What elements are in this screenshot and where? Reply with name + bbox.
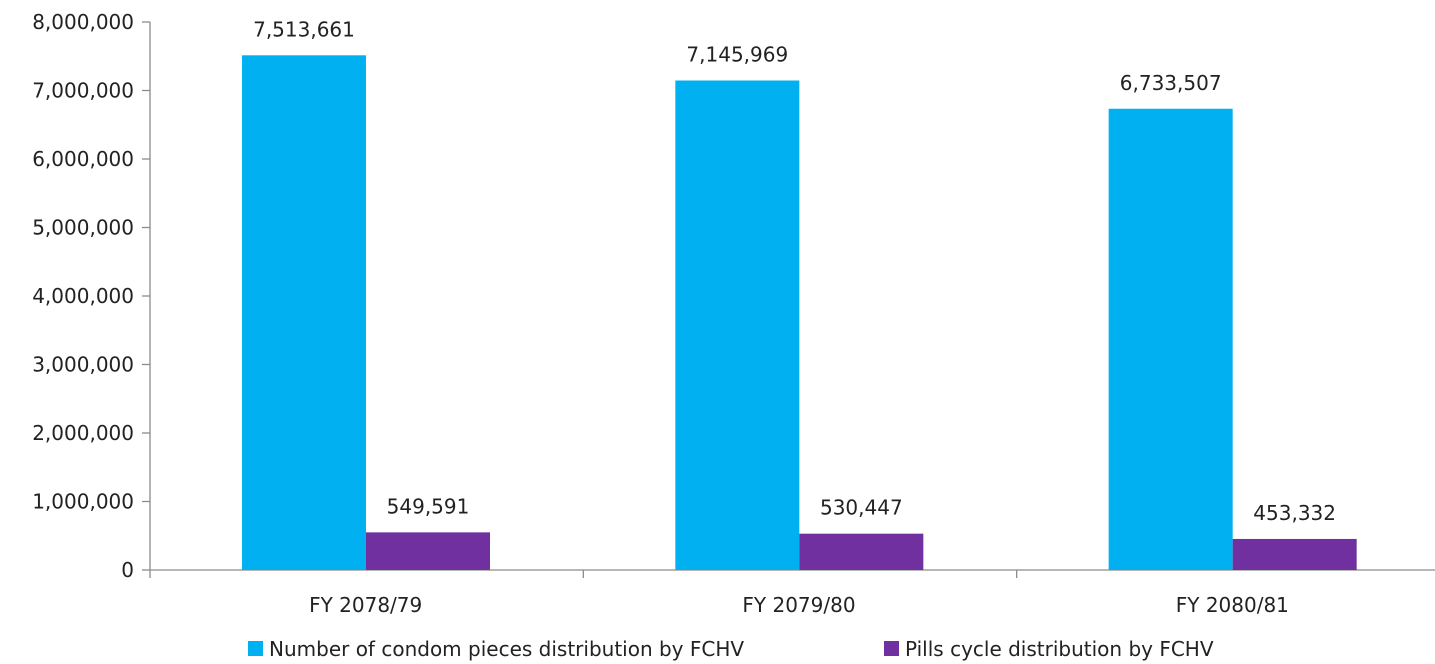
data-label: 7,145,969 <box>686 43 788 67</box>
data-label: 6,733,507 <box>1120 71 1222 95</box>
y-tick-label: 8,000,000 <box>32 10 134 34</box>
legend-swatch <box>248 641 263 656</box>
data-labels-group: 7,513,661 549,591 7,145,969 530,447 6,733,50… <box>253 17 1336 525</box>
bar <box>366 532 490 570</box>
bar <box>1108 108 1233 571</box>
y-tick-label: 1,000,000 <box>32 490 134 514</box>
x-category-label: FY 2079/80 <box>742 593 855 617</box>
legend-label: Number of condom pieces distribution by … <box>269 637 744 661</box>
legend-label: Pills cycle distribution by FCHV <box>905 637 1214 661</box>
y-axis: 0 1,000,000 2,000,000 3,000,000 4,000,000 5,0… <box>32 10 151 582</box>
data-label: 453,332 <box>1253 501 1336 525</box>
y-tick-label: 2,000,000 <box>32 421 134 445</box>
legend: Number of condom pieces distribution by … <box>248 637 1214 661</box>
bar <box>1232 538 1357 570</box>
bars-group <box>242 55 1357 571</box>
y-tick-label: 0 <box>121 558 134 582</box>
data-label: 7,513,661 <box>253 17 355 41</box>
y-tick-label: 5,000,000 <box>32 216 134 240</box>
data-label: 530,447 <box>820 496 903 520</box>
y-tick-label: 4,000,000 <box>32 284 134 308</box>
x-axis: FY 2078/79 FY 2079/80 FY 2080/81 <box>149 569 1435 617</box>
bar <box>799 533 924 570</box>
data-label: 549,591 <box>387 494 470 518</box>
bar <box>242 55 366 571</box>
y-tick-label: 3,000,000 <box>32 353 134 377</box>
bar <box>675 80 800 570</box>
y-tick-label: 6,000,000 <box>32 147 134 171</box>
y-tick-label: 7,000,000 <box>32 79 134 103</box>
x-category-label: FY 2078/79 <box>309 593 422 617</box>
x-category-label: FY 2080/81 <box>1176 593 1289 617</box>
legend-swatch <box>884 641 899 656</box>
